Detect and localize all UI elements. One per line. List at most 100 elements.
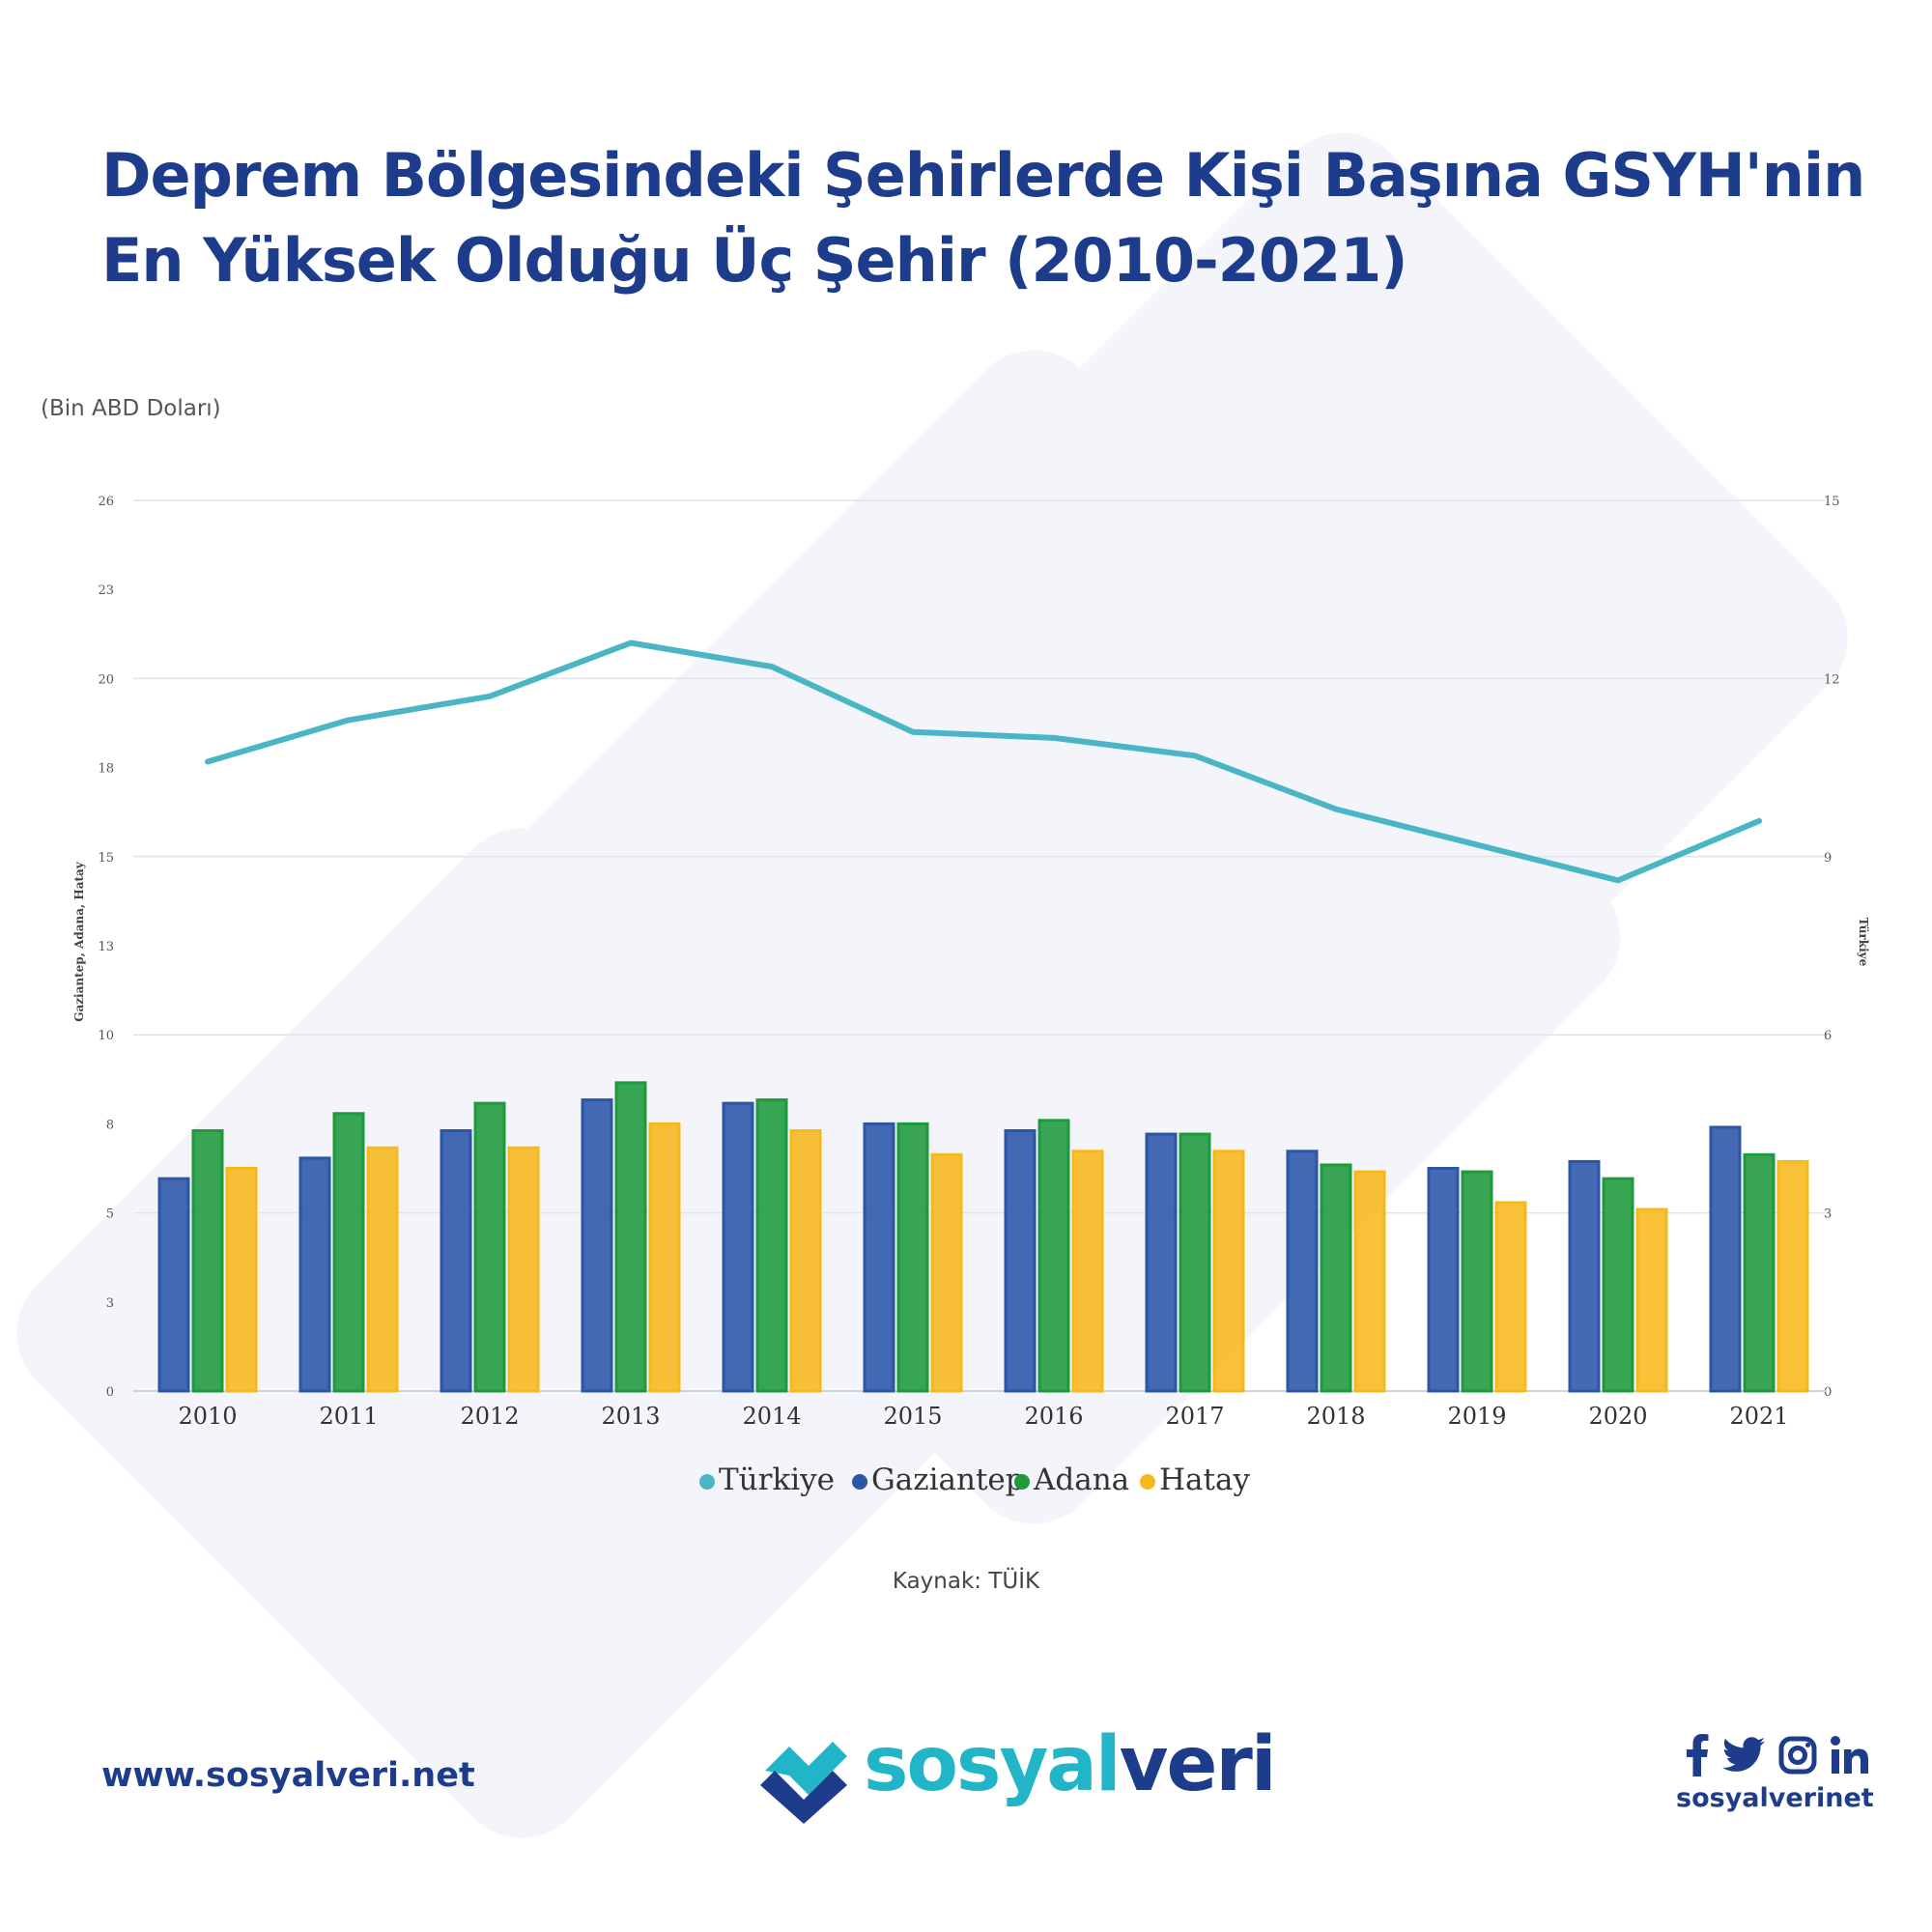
point-turkiye-2017 <box>1193 753 1197 758</box>
bar-hatay-2021 <box>1776 1159 1809 1393</box>
bar-hatay-2017 <box>1212 1150 1245 1393</box>
legend-label-hatay: Hatay <box>1159 1463 1250 1497</box>
point-turkiye-2020 <box>1616 878 1620 883</box>
left-axis-tick-label: 0 <box>106 1385 114 1400</box>
twitter-icon[interactable] <box>1722 1737 1765 1774</box>
bar-hatay-2020 <box>1635 1208 1668 1393</box>
bar-hatay-2018 <box>1353 1170 1386 1393</box>
logo-text-veri: veri <box>1119 1721 1277 1808</box>
point-turkiye-2021 <box>1757 818 1761 823</box>
left-axis-tick-label: 20 <box>98 672 114 687</box>
x-axis-tick-label: 2012 <box>460 1403 519 1430</box>
left-axis-tick-label: 5 <box>106 1208 114 1222</box>
bar-adana-2011 <box>332 1112 365 1393</box>
bar-adana-2014 <box>755 1098 788 1393</box>
bar-adana-2012 <box>473 1101 506 1393</box>
bar-adana-2018 <box>1320 1163 1352 1393</box>
instagram-icon[interactable] <box>1778 1736 1817 1775</box>
legend-label-adana: Adana <box>1033 1463 1129 1497</box>
bar-adana-2019 <box>1461 1170 1493 1393</box>
bar-gaziantep-2021 <box>1709 1125 1742 1393</box>
bar-gaziantep-2012 <box>440 1128 472 1393</box>
bar-adana-2016 <box>1037 1119 1070 1393</box>
point-turkiye-2019 <box>1475 842 1479 847</box>
left-axis-tick-label: 18 <box>98 762 114 777</box>
linkedin-icon[interactable] <box>1831 1736 1869 1775</box>
bar-adana-2021 <box>1743 1152 1776 1393</box>
left-axis-tick-label: 26 <box>98 495 114 509</box>
bar-hatay-2016 <box>1071 1150 1104 1393</box>
left-axis-title: Gaziantep, Adana, Hatay <box>72 861 86 1022</box>
bar-hatay-2013 <box>648 1122 681 1393</box>
right-axis-title: Türkiye <box>1857 918 1870 967</box>
point-turkiye-2015 <box>911 729 915 734</box>
x-axis-tick-label: 2020 <box>1588 1403 1647 1430</box>
x-axis-tick-label: 2010 <box>178 1403 237 1430</box>
bar-hatay-2014 <box>789 1128 822 1393</box>
legend-marker-hatay <box>1140 1474 1155 1490</box>
logo-text-sosyal: sosyal <box>864 1721 1122 1808</box>
x-axis-tick-label: 2013 <box>601 1403 660 1430</box>
legend-label-türkiye: Türkiye <box>719 1463 835 1497</box>
bar-gaziantep-2019 <box>1427 1167 1460 1393</box>
bar-adana-2020 <box>1602 1177 1634 1393</box>
bar-hatay-2012 <box>507 1146 540 1393</box>
x-axis-tick-label: 2019 <box>1447 1403 1506 1430</box>
point-turkiye-2018 <box>1334 807 1338 811</box>
right-axis-tick-label: 15 <box>1824 495 1840 509</box>
logo-mark-icon <box>760 1742 847 1824</box>
left-axis-tick-label: 13 <box>98 940 114 954</box>
title-line-1: Deprem Bölgesindeki Şehirlerde Kişi Başı… <box>101 140 1865 211</box>
social-links: sosyalverinet <box>1676 1731 1874 1813</box>
legend-marker-gaziantep <box>852 1474 867 1490</box>
left-axis-tick-label: 3 <box>106 1296 114 1311</box>
website-link[interactable]: www.sosyalveri.net <box>101 1756 475 1795</box>
unit-label: (Bin ABD Doları) <box>41 396 221 421</box>
x-axis-tick-label: 2017 <box>1165 1403 1224 1430</box>
left-axis-tick-label: 23 <box>98 583 114 598</box>
chart-title: Deprem Bölgesindeki Şehirlerde Kişi Başı… <box>101 133 1865 303</box>
left-axis-tick-label: 15 <box>98 851 114 866</box>
point-turkiye-2014 <box>770 665 774 669</box>
title-line-2: En Yüksek Olduğu Üç Şehir (2010-2021) <box>101 225 1408 296</box>
point-turkiye-2016 <box>1052 735 1056 740</box>
bar-gaziantep-2010 <box>157 1177 190 1393</box>
bar-hatay-2010 <box>225 1167 258 1393</box>
x-axis-tick-label: 2015 <box>883 1403 942 1430</box>
bar-adana-2010 <box>191 1128 224 1393</box>
point-turkiye-2013 <box>629 640 633 645</box>
bar-gaziantep-2014 <box>722 1101 754 1393</box>
source-label: Kaynak: TÜİK <box>892 1569 1040 1594</box>
bar-adana-2015 <box>896 1122 929 1393</box>
legend-marker-türkiye <box>699 1474 715 1490</box>
right-axis-tick-label: 9 <box>1824 851 1832 866</box>
point-turkiye-2010 <box>206 759 210 764</box>
right-axis-tick-label: 12 <box>1824 672 1840 687</box>
combo-chart: 0 3 5 8 10 13 15 18 20 23 26 0 3 6 9 12 15 Gaziantep, Ada… <box>72 495 1870 1497</box>
bar-adana-2017 <box>1179 1132 1211 1393</box>
x-axis-tick-label: 2021 <box>1729 1403 1788 1430</box>
point-turkiye-2012 <box>488 694 492 698</box>
bar-gaziantep-2015 <box>863 1122 895 1393</box>
point-turkiye-2011 <box>347 718 351 723</box>
right-axis-tick-label: 6 <box>1824 1029 1832 1043</box>
x-axis-tick-label: 2018 <box>1306 1403 1365 1430</box>
left-axis-tick-label: 10 <box>98 1029 114 1043</box>
right-axis-tick-label: 3 <box>1824 1208 1832 1222</box>
bar-gaziantep-2013 <box>581 1098 613 1393</box>
right-axis-tick-label: 0 <box>1824 1385 1832 1400</box>
bar-gaziantep-2018 <box>1286 1150 1319 1393</box>
legend-marker-adana <box>1014 1474 1030 1490</box>
x-axis-tick-label: 2011 <box>319 1403 378 1430</box>
social-handle: sosyalverinet <box>1676 1783 1874 1813</box>
bar-gaziantep-2017 <box>1145 1132 1178 1393</box>
bar-hatay-2019 <box>1494 1201 1527 1393</box>
x-axis-tick-label: 2016 <box>1024 1403 1083 1430</box>
bar-gaziantep-2020 <box>1568 1159 1601 1393</box>
facebook-icon[interactable] <box>1686 1734 1709 1776</box>
bar-hatay-2011 <box>366 1146 399 1393</box>
bar-gaziantep-2016 <box>1004 1128 1037 1393</box>
brand-logo: sosyalveri <box>755 1721 1277 1828</box>
bar-adana-2013 <box>614 1081 647 1393</box>
legend-label-gaziantep: Gaziantep <box>871 1463 1025 1497</box>
